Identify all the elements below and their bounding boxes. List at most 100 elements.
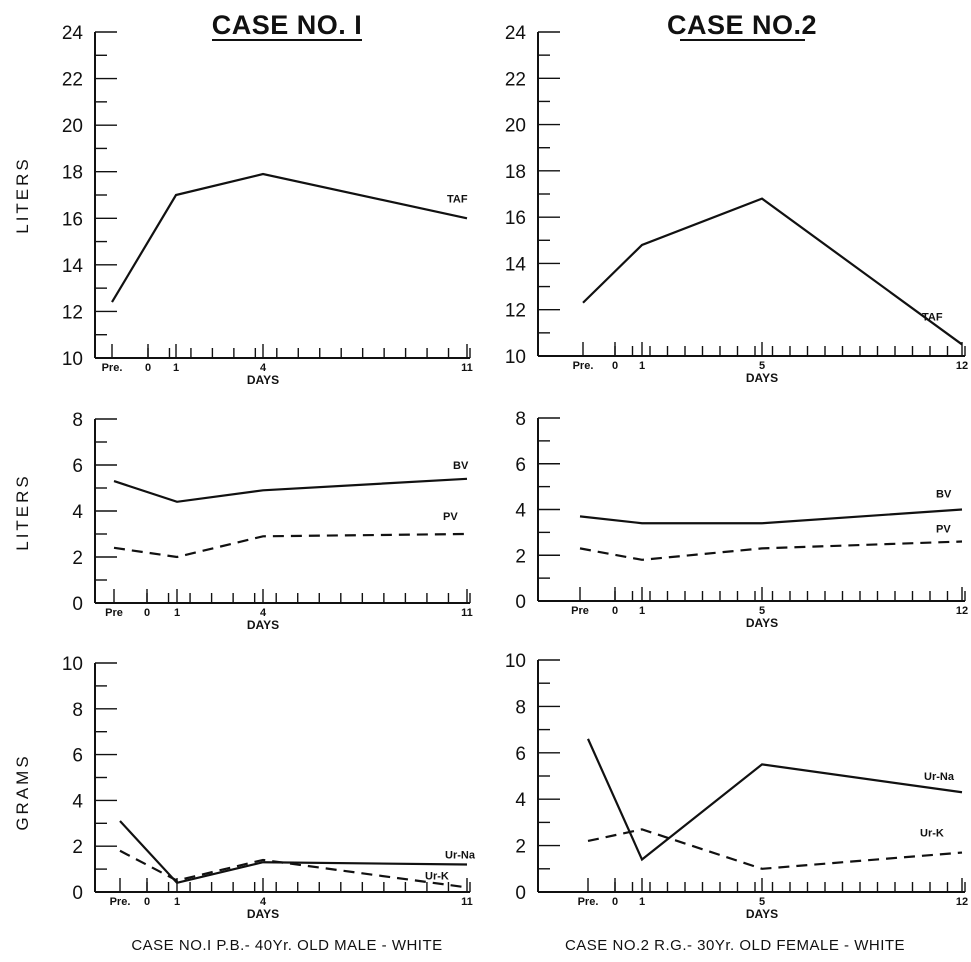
y-axis-label: GRAMS: [13, 753, 32, 830]
y-tick-label: 10: [505, 651, 526, 672]
y-tick-label: 24: [62, 23, 84, 44]
x-tick-label: 5: [759, 360, 765, 372]
x-tick-label: 0: [612, 360, 618, 372]
y-tick-label: 4: [72, 502, 83, 523]
x-axis-label: DAYS: [247, 373, 279, 387]
y-tick-label: 14: [62, 256, 84, 277]
x-axis-label: DAYS: [746, 616, 778, 630]
series-label: TAF: [447, 193, 468, 205]
x-axis-label: DAYS: [247, 618, 279, 632]
x-tick-label: 1: [639, 896, 645, 908]
series-label: BV: [453, 460, 469, 472]
x-tick-label: 11: [461, 896, 473, 908]
y-tick-label: 14: [505, 254, 527, 275]
x-tick-label: Pre.: [102, 362, 123, 374]
y-tick-label: 2: [72, 548, 83, 569]
x-tick-label: 5: [759, 605, 765, 617]
x-tick-label: 1: [174, 896, 180, 908]
x-tick-label: 0: [144, 896, 150, 908]
y-tick-label: 8: [72, 700, 83, 721]
series-ur-k-line: [119, 849, 468, 889]
y-tick-label: 10: [62, 654, 83, 675]
series-pv-line: [579, 540, 963, 561]
y-tick-label: 0: [515, 883, 526, 904]
x-tick-label: 12: [956, 605, 968, 617]
y-tick-label: 0: [515, 592, 526, 613]
x-tick-label: 12: [956, 896, 968, 908]
y-tick-label: 10: [505, 347, 526, 368]
x-tick-label: 0: [612, 896, 618, 908]
y-tick-label: 0: [72, 594, 83, 615]
x-tick-label: Pre: [571, 605, 589, 617]
y-tick-label: 18: [62, 163, 83, 184]
case-2-caption: CASE NO.2 R.G.- 30Yr. OLD FEMALE - WHITE: [565, 937, 905, 954]
x-tick-label: 11: [461, 607, 473, 619]
x-tick-label: 4: [260, 607, 267, 619]
series-ur-k-line: [587, 828, 963, 870]
x-tick-label: 12: [956, 360, 968, 372]
x-tick-label: 1: [174, 607, 180, 619]
y-tick-label: 2: [515, 546, 526, 567]
series-label: PV: [936, 524, 951, 536]
y-tick-label: 6: [72, 456, 83, 477]
x-tick-label: 1: [639, 605, 645, 617]
y-tick-label: 8: [72, 410, 83, 431]
x-axis-label: DAYS: [746, 907, 778, 921]
y-tick-label: 6: [72, 746, 83, 767]
chart-c2-taf: 10 12 14 16 18 20 22 24 Pre. 0 1 5 12 DAYS TAF: [505, 23, 968, 385]
y-tick-label: 0: [72, 883, 83, 904]
series-bv-line: [113, 477, 468, 503]
chart-c1-vol: 0 2 4 6 8 Pre 0 1 4 11 DAYS LITERS BV PV: [13, 410, 473, 632]
series-ur-na-line: [586, 738, 963, 862]
x-tick-label: 4: [260, 362, 267, 374]
y-tick-label: 18: [505, 162, 526, 183]
y-tick-label: 16: [62, 209, 83, 230]
x-tick-label: 0: [612, 605, 618, 617]
y-tick-label: 8: [515, 409, 526, 430]
y-tick-label: 20: [505, 116, 526, 137]
y-tick-label: 16: [505, 208, 526, 229]
x-tick-label: 1: [173, 362, 179, 374]
y-axis-label: LITERS: [13, 473, 32, 551]
y-tick-label: 4: [515, 790, 526, 811]
series-label: PV: [443, 511, 458, 523]
y-tick-label: 20: [62, 116, 83, 137]
chart-c2-grams: 0 2 4 6 8 10 Pre. 0 1 5 12 DAYS Ur-Na Ur-K: [505, 651, 968, 921]
chart-c2-vol: 0 2 4 6 8 Pre 0 1 5 12 DAYS BV PV: [515, 409, 968, 630]
x-tick-label: Pre: [105, 607, 123, 619]
series-label: Ur-Na: [924, 771, 955, 783]
series-ur-na-line: [119, 820, 468, 885]
series-bv-line: [579, 508, 963, 525]
x-tick-label: Pre.: [110, 896, 131, 908]
y-tick-label: 2: [515, 837, 526, 858]
y-tick-label: 6: [515, 455, 526, 476]
y-tick-label: 12: [505, 301, 526, 322]
x-tick-label: 1: [639, 360, 645, 372]
x-tick-label: Pre.: [573, 360, 594, 372]
x-axis-label: DAYS: [247, 907, 279, 921]
y-tick-label: 22: [505, 69, 526, 90]
y-tick-label: 22: [62, 70, 83, 91]
y-axis-label: LITERS: [13, 156, 32, 234]
series-taf-line: [582, 197, 963, 346]
series-label: Ur-K: [920, 828, 944, 840]
y-tick-label: 24: [505, 23, 527, 44]
series-taf-line: [111, 172, 468, 303]
x-tick-label: 5: [759, 896, 765, 908]
x-tick-label: Pre.: [578, 896, 599, 908]
x-tick-label: 0: [144, 607, 150, 619]
x-tick-label: 11: [461, 362, 473, 374]
series-label: TAF: [922, 311, 943, 323]
series-label: Ur-K: [425, 870, 449, 882]
chart-c1-grams: 0 2 4 6 8 10 Pre. 0 1 4 11 DAYS GRAMS Ur-Na Ur-K: [13, 654, 476, 921]
y-tick-label: 12: [62, 302, 83, 323]
x-axis-label: DAYS: [746, 371, 778, 385]
y-tick-label: 2: [72, 837, 83, 858]
case-1-title: CASE NO. I: [212, 10, 363, 40]
y-tick-label: 4: [515, 501, 526, 522]
case-1-caption: CASE NO.I P.B.- 40Yr. OLD MALE - WHITE: [131, 937, 442, 954]
series-label: BV: [936, 489, 952, 501]
